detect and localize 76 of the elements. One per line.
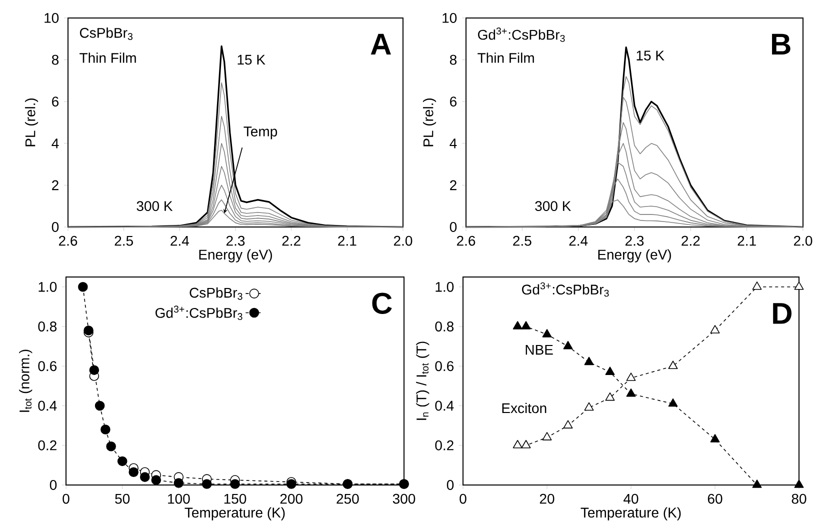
y-tick-label: 10 (44, 13, 59, 23)
annotation: A (370, 34, 391, 54)
y-axis-title: PL (rel.) (422, 98, 436, 146)
y-tick-label: 6 (450, 96, 457, 107)
y-tick-label: 0.4 (435, 400, 454, 411)
annotation: Gd$^{3+}$:CsPbBr$_{3}$ (478, 28, 565, 42)
annotation: C (372, 292, 392, 314)
y-axis-title: I$_{n}$ (T) / I$_{tot}$ (T) (416, 342, 430, 420)
y-tick-label: 4 (52, 138, 59, 148)
x-tick-label: 2.4 (170, 236, 189, 246)
x-tick-label: 300 (392, 494, 416, 504)
y-tick-label: 0 (50, 480, 57, 490)
annotation: Thin Film (478, 52, 534, 63)
annotation: Thin Film (80, 52, 136, 63)
x-tick-label: 2.1 (338, 236, 356, 246)
x-tick-label: 0 (460, 494, 466, 504)
annotation: Temp (244, 126, 278, 140)
series-label: 300 K (535, 201, 572, 212)
x-tick-label: 2.4 (569, 236, 588, 246)
x-tick-label: 250 (336, 494, 359, 504)
x-tick-label: 2.5 (114, 236, 133, 246)
series-label: 15 K (238, 54, 266, 65)
y-tick-label: 6 (52, 96, 59, 107)
y-tick-label: 8 (450, 54, 457, 65)
y-tick-label: 0 (446, 480, 454, 490)
y-tick-label: 0 (52, 222, 59, 232)
x-tick-label: 2.6 (58, 236, 78, 246)
x-tick-label: 40 (624, 494, 638, 504)
y-axis-title: PL (rel.) (24, 98, 38, 146)
annotation: D (773, 303, 792, 324)
x-tick-label: 2.1 (738, 236, 756, 246)
y-tick-label: 10 (442, 13, 457, 23)
y-tick-label: 0 (450, 222, 457, 232)
x-tick-label: 150 (224, 494, 246, 504)
y-tick-label: 1.0 (436, 282, 454, 292)
y-tick-label: 2 (52, 180, 58, 190)
x-tick-label: 2.3 (226, 236, 245, 246)
x-tick-label: 80 (792, 494, 806, 504)
y-tick-label: 0.4 (38, 400, 57, 411)
x-tick-label: 2.2 (682, 236, 700, 246)
series-label: Exciton (502, 402, 546, 414)
x-tick-label: 2.6 (456, 236, 476, 246)
x-tick-label: 60 (708, 494, 722, 504)
x-axis-title: Energy (eV) (598, 249, 671, 262)
x-tick-label: 2.2 (282, 236, 300, 246)
y-axis-title: I$_{tot}$ (norm.) (19, 350, 32, 412)
x-tick-label: 2.0 (394, 236, 412, 246)
y-tick-label: 2 (450, 180, 456, 190)
y-tick-label: 0.6 (435, 361, 454, 372)
y-tick-label: 0.2 (38, 440, 56, 450)
x-tick-label: 2.3 (625, 236, 644, 246)
y-tick-label: 0.2 (435, 440, 454, 450)
annotation: CsPbBr$_{3}$ (80, 28, 133, 40)
y-tick-label: 0.8 (435, 322, 454, 332)
x-axis-title: Temperature (K) (580, 507, 681, 520)
x-tick-label: 50 (115, 494, 130, 504)
x-tick-label: 20 (540, 494, 554, 504)
legend-label: Gd$^{3+}$:CsPbBr$_{3}$ (156, 306, 242, 320)
x-tick-label: 2.5 (513, 236, 532, 246)
series-label: 15 K (636, 50, 664, 60)
y-tick-label: 0.6 (38, 361, 57, 372)
legend-label: CsPbBr$_{3}$ (190, 287, 242, 300)
x-tick-label: 100 (168, 494, 190, 504)
y-tick-label: 8 (52, 54, 59, 65)
annotation: B (772, 34, 790, 54)
x-tick-label: 2.0 (794, 236, 812, 246)
y-tick-label: 4 (450, 138, 457, 148)
y-tick-label: 0.8 (38, 322, 57, 332)
x-axis-title: Energy (eV) (199, 249, 272, 262)
x-tick-label: 0 (62, 494, 70, 504)
series-label: NBE (526, 344, 553, 355)
annotation: Gd$^{3+}$:CsPbBr$_{3}$ (522, 282, 609, 297)
series-label: 300 K (136, 201, 173, 212)
y-tick-label: 1.0 (38, 282, 57, 292)
x-tick-label: 200 (280, 494, 302, 504)
x-axis-title: Temperature (K) (184, 507, 285, 520)
